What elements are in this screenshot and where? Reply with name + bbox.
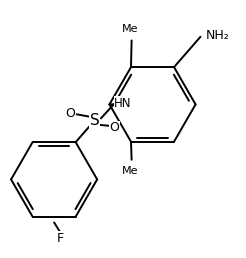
Text: NH₂: NH₂ [205,29,229,42]
Text: Me: Me [122,24,139,34]
Text: F: F [57,232,64,245]
Text: O: O [109,121,119,134]
Text: O: O [65,107,75,119]
Text: S: S [90,113,100,128]
Text: Me: Me [122,166,139,176]
Text: HN: HN [114,97,132,110]
